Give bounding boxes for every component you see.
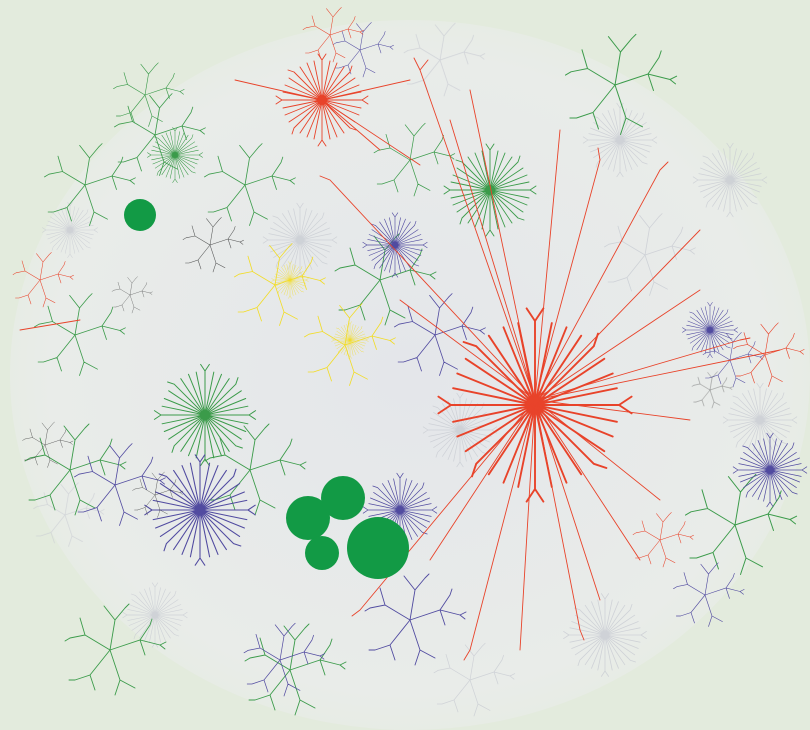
page: Network map {} html, body { margin: 0; p… (0, 0, 810, 730)
network-map (0, 0, 810, 730)
green-disc (305, 536, 339, 570)
graph-cloud (10, 20, 810, 730)
green-disc (347, 517, 409, 579)
green-disc (124, 199, 156, 231)
body (0, 0, 810, 730)
green-disc (321, 476, 365, 520)
